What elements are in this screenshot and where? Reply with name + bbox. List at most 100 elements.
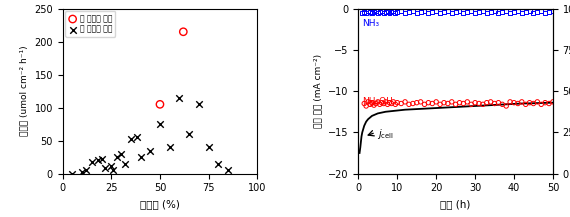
Point [494,11,503,15]
타 연구팀 결과 [165,145,174,149]
Point [364,100,373,104]
Point [381,100,390,104]
Point [459,102,468,105]
Point [387,10,396,14]
Point [537,103,546,106]
Point [467,9,476,13]
타 연구팀 결과 [116,152,125,156]
Point [533,10,542,14]
Point [404,103,413,106]
본 연구팀 결과 [179,30,188,33]
타 연구팀 결과 [204,145,213,149]
Point [408,9,417,13]
Point [474,10,483,14]
Point [416,10,425,14]
Point [463,100,472,104]
Point [482,11,491,15]
타 연구팀 결과 [126,138,135,141]
타 연구팀 결과 [107,164,116,168]
타 연구팀 결과 [93,159,102,162]
Point [514,102,523,105]
Point [424,101,433,104]
Point [540,101,549,104]
타 연구팀 결과 [146,149,155,152]
Point [365,103,374,106]
Point [439,101,449,104]
Point [502,9,511,13]
Point [502,104,511,108]
Point [443,102,453,105]
Point [381,10,390,14]
Point [498,103,507,106]
Point [459,11,468,15]
Point [368,101,377,104]
타 연구팀 결과 [109,169,118,172]
Point [451,10,460,14]
Point [377,9,386,13]
타 연구팀 결과 [87,160,96,163]
Point [404,10,413,14]
타 연구팀 결과 [97,157,106,161]
Y-axis label: 전류 밀도 (mA cm⁻²): 전류 밀도 (mA cm⁻²) [314,54,323,128]
Point [365,10,374,14]
Point [451,103,460,106]
Point [533,100,542,104]
Point [443,9,453,13]
Point [470,101,479,104]
Point [494,101,503,104]
Point [548,100,557,104]
Point [540,11,549,15]
Point [369,10,378,14]
Point [420,9,429,13]
Point [383,103,392,106]
Point [447,11,457,15]
타 연구팀 결과 [185,132,194,136]
Point [455,101,464,104]
Point [544,10,553,14]
타 연구팀 결과 [214,162,223,165]
타 연구팀 결과 [223,169,233,172]
Point [463,10,472,14]
Point [428,10,437,14]
Point [517,100,526,104]
Point [391,11,400,15]
Point [375,103,384,106]
타 연구팀 결과 [101,167,110,170]
타 연구팀 결과 [120,162,129,165]
Point [373,11,382,15]
Point [375,10,384,14]
Point [393,10,402,14]
Point [412,101,421,104]
Point [529,11,538,15]
Point [517,11,526,15]
Point [397,102,406,105]
Point [486,100,495,104]
Point [401,100,410,104]
타 연구팀 결과 [156,122,165,126]
Point [377,101,386,104]
Point [529,102,538,105]
Point [383,9,392,13]
Point [467,103,476,106]
Point [389,9,398,13]
Point [486,10,495,14]
Point [358,11,367,15]
타 연구팀 결과 [132,136,141,139]
Point [506,100,515,104]
Point [368,11,377,15]
Point [416,100,425,104]
Point [379,11,388,15]
Point [397,9,406,13]
Point [447,100,457,104]
Point [385,101,394,104]
타 연구팀 결과 [175,96,184,99]
Point [431,9,441,13]
Point [431,100,441,104]
Point [379,102,388,105]
Point [385,11,394,15]
Point [544,102,553,105]
Point [391,103,400,106]
Point [490,102,499,105]
Point [371,9,380,13]
Point [478,103,487,106]
